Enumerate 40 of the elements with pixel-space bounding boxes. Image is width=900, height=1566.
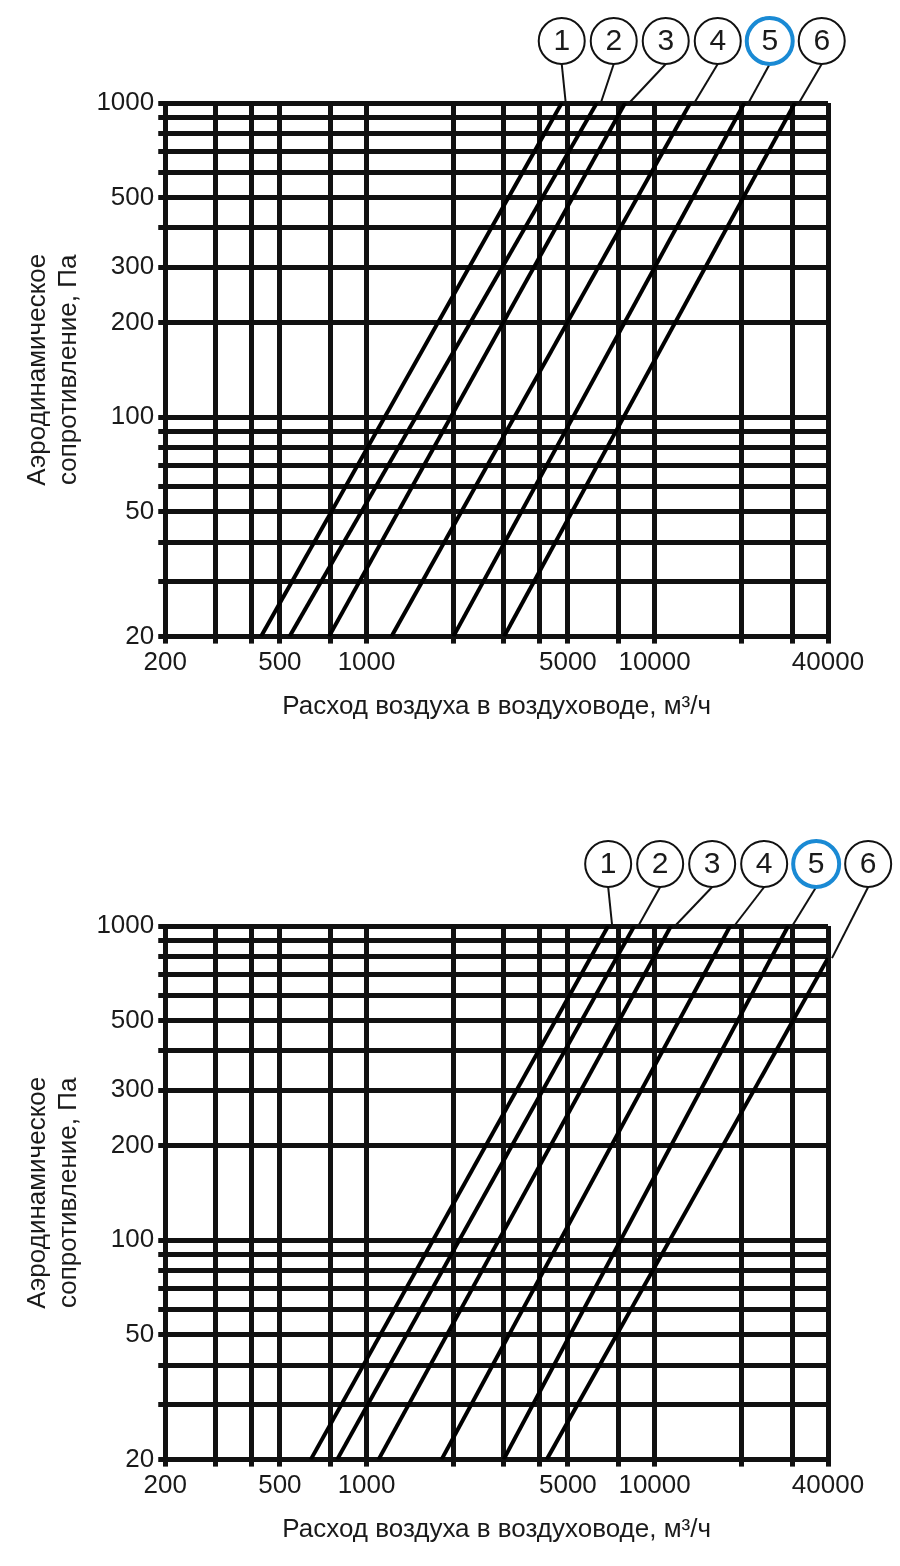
x-tick-label: 500	[258, 646, 302, 677]
text: 6	[859, 846, 877, 880]
series-label: 5	[761, 23, 779, 57]
series-label: 3	[657, 23, 675, 57]
series-label: 1	[553, 23, 571, 57]
x-tick-label: 1000	[337, 1469, 396, 1500]
series-label: 3	[703, 846, 721, 880]
series-label: 4	[709, 23, 727, 57]
series-label: 2	[605, 23, 623, 57]
y-tick-label: 50	[125, 1317, 155, 1348]
series-label: 2	[651, 846, 669, 880]
y-axis-title: Аэродинамическое сопротивление, Па	[20, 1076, 82, 1309]
x-axis-title: Расход воздуха в воздуховоде, м³/ч	[282, 689, 711, 720]
y-tick-label: 1000	[96, 86, 155, 117]
x-tick-label: 500	[258, 1469, 302, 1500]
y-tick-label: 1000	[96, 909, 155, 940]
x-tick-label: 1000	[337, 646, 396, 677]
y-tick-label: 20	[125, 1442, 155, 1473]
x-tick-label: 5000	[538, 1469, 597, 1500]
y-tick-label: 100	[110, 1223, 155, 1254]
y-axis-title: Аэродинамическое сопротивление, Па	[20, 253, 82, 486]
series-label: 6	[813, 23, 831, 57]
x-tick-label: 10000	[618, 646, 691, 677]
y-tick-label: 500	[110, 180, 155, 211]
x-tick-label: 40000	[791, 646, 865, 677]
y-tick-label: 500	[110, 1003, 155, 1034]
y-tick-label: 100	[110, 400, 155, 431]
x-axis-title: Расход воздуха в воздуховоде, м³/ч	[282, 1512, 711, 1543]
y-tick-label: 300	[110, 250, 155, 281]
series-label: 4	[755, 846, 773, 880]
y-tick-label: 20	[125, 619, 155, 650]
y-tick-label: 50	[125, 494, 155, 525]
y-tick-label: 200	[110, 305, 155, 336]
x-tick-label: 40000	[791, 1469, 865, 1500]
y-tick-label: 200	[110, 1128, 155, 1159]
y-tick-label: 300	[110, 1073, 155, 1104]
x-tick-label: 10000	[618, 1469, 691, 1500]
x-tick-label: 5000	[538, 646, 597, 677]
series-label: 5	[807, 846, 825, 880]
series-label: 1	[599, 846, 617, 880]
